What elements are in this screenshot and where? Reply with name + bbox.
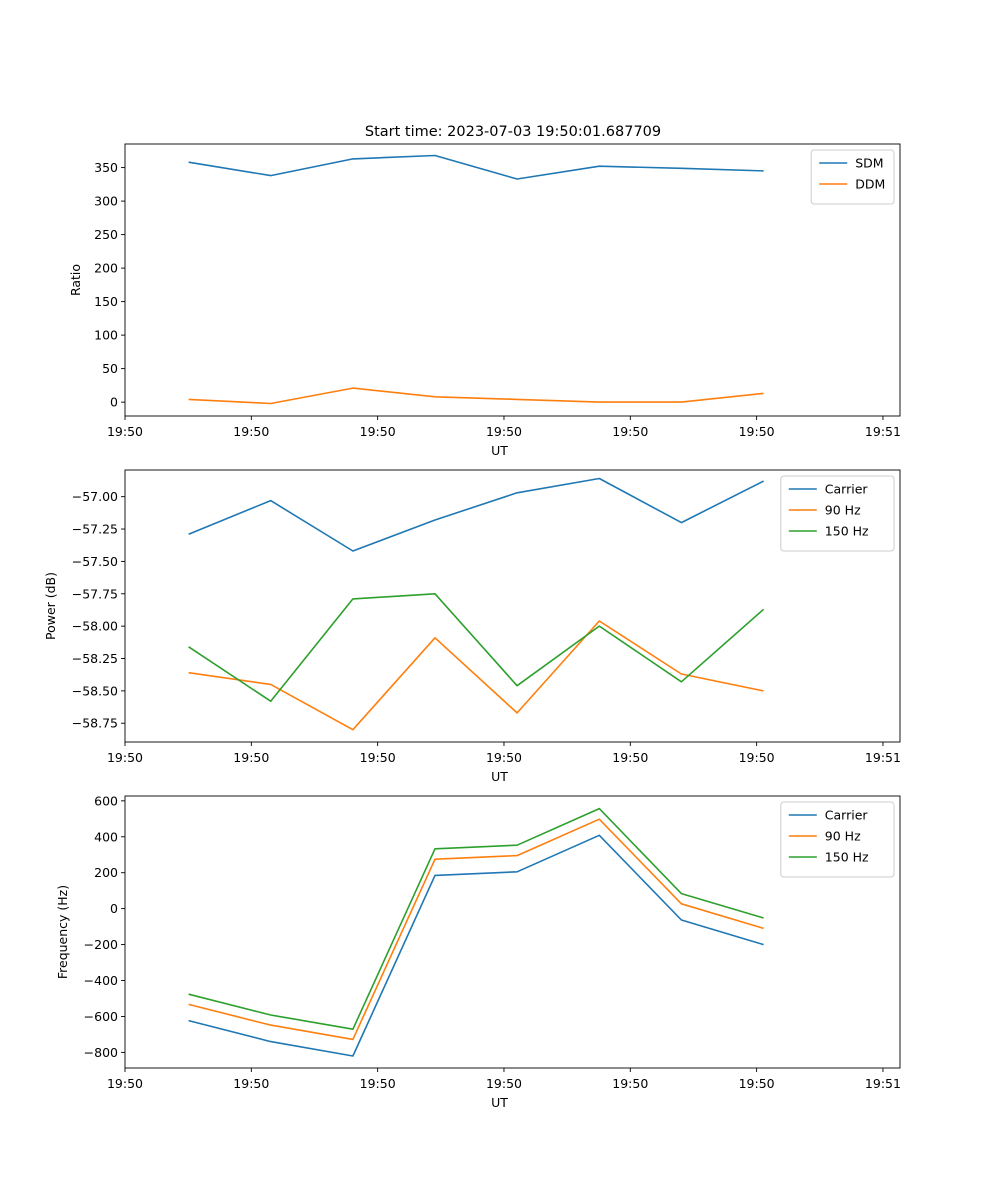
legend-label-carrier: Carrier [825, 482, 869, 497]
x-tick-label: 19:50 [233, 750, 269, 765]
y-tick-label: 350 [94, 160, 118, 175]
y-tick-label: −58.25 [72, 651, 118, 666]
series-line-carrier [188, 834, 764, 1057]
legend-label-150-hz: 150 Hz [825, 850, 869, 865]
x-tick-label: 19:50 [107, 750, 143, 765]
series-line-150-hz [188, 807, 764, 1030]
y-tick-label: 150 [94, 294, 118, 309]
x-tick-label: 19:50 [739, 1076, 775, 1091]
y-tick-label: 100 [94, 328, 118, 343]
y-tick-label: −600 [84, 1009, 118, 1024]
x-tick-label: 19:50 [739, 750, 775, 765]
x-axis-label: UT [491, 769, 508, 784]
y-tick-label: −57.50 [72, 554, 118, 569]
x-tick-label: 19:50 [107, 1076, 143, 1091]
x-tick-label: 19:50 [233, 1076, 269, 1091]
ratio-subplot: 19:50 19:50 19:50 19:50 19:50 19:50 19:51 0 50 10… [68, 143, 901, 458]
legend: SDM DDM [810, 149, 895, 205]
series-line-carrier [188, 477, 764, 552]
x-tick-label: 19:50 [739, 424, 775, 439]
y-tick-label: −800 [84, 1045, 118, 1060]
y-tick-label: 600 [94, 793, 118, 808]
y-tick-label: −58.00 [72, 619, 118, 634]
y-tick-label: 250 [94, 227, 118, 242]
x-tick-label: 19:50 [360, 1076, 396, 1091]
legend-label-sdm: SDM [855, 156, 883, 171]
y-tick-label: −57.75 [72, 586, 118, 601]
x-axis-label: UT [491, 443, 508, 458]
legend-label-carrier: Carrier [825, 808, 869, 823]
y-tick-label: −200 [84, 937, 118, 952]
y-axis-label: Frequency (Hz) [55, 885, 70, 979]
y-tick-label: −57.00 [72, 489, 118, 504]
y-tick-label: −400 [84, 973, 118, 988]
series-line-90-hz [188, 620, 764, 731]
x-tick-label: 19:51 [865, 424, 901, 439]
frequency-subplot: 19:50 19:50 19:50 19:50 19:50 19:50 19:51 600 40… [55, 793, 901, 1110]
y-tick-label: 0 [110, 901, 118, 916]
y-tick-label: 50 [102, 361, 118, 376]
legend-label-90-hz: 90 Hz [825, 503, 861, 518]
series-line-150-hz [188, 592, 765, 703]
x-tick-label: 19:50 [486, 1076, 522, 1091]
x-axis-label: UT [491, 1095, 508, 1110]
y-tick-label: 300 [94, 194, 118, 209]
legend-box [780, 801, 895, 878]
x-tick-label: 19:50 [233, 424, 269, 439]
legend-label-90-hz: 90 Hz [825, 829, 861, 844]
axes-frame [124, 143, 901, 417]
y-tick-label: 200 [94, 261, 118, 276]
y-tick-label: −58.75 [72, 716, 118, 731]
legend-box [780, 475, 895, 552]
y-tick-label: 200 [94, 865, 118, 880]
x-tick-label: 19:50 [612, 1076, 648, 1091]
x-tick-label: 19:50 [486, 424, 522, 439]
legend: Carrier 90 Hz 150 Hz [780, 475, 895, 552]
x-tick-label: 19:50 [360, 424, 396, 439]
y-tick-label: 400 [94, 829, 118, 844]
x-tick-label: 19:50 [107, 424, 143, 439]
axes-frame [124, 795, 901, 1069]
legend-label-150-hz: 150 Hz [825, 524, 869, 539]
x-tick-label: 19:50 [612, 750, 648, 765]
legend-label-ddm: DDM [855, 177, 885, 192]
y-axis-label: Ratio [68, 264, 83, 296]
y-axis-label: Power (dB) [43, 572, 58, 640]
legend: Carrier 90 Hz 150 Hz [780, 801, 895, 878]
figure-title: Start time: 2023-07-03 19:50:01.687709 [365, 124, 661, 140]
series-line-sdm [188, 154, 764, 180]
x-tick-label: 19:50 [612, 424, 648, 439]
x-tick-label: 19:51 [865, 750, 901, 765]
power-subplot: 19:50 19:50 19:50 19:50 19:50 19:50 19:51 −57.0… [43, 469, 901, 784]
x-tick-label: 19:50 [360, 750, 396, 765]
y-tick-label: 0 [110, 395, 118, 410]
y-tick-label: −58.50 [72, 683, 118, 698]
x-tick-label: 19:50 [486, 750, 522, 765]
x-tick-label: 19:51 [865, 1076, 901, 1091]
series-line-90-hz [188, 818, 764, 1041]
axes-frame [124, 469, 901, 743]
y-tick-label: −57.25 [72, 522, 118, 537]
series-line-ddm [188, 387, 764, 405]
